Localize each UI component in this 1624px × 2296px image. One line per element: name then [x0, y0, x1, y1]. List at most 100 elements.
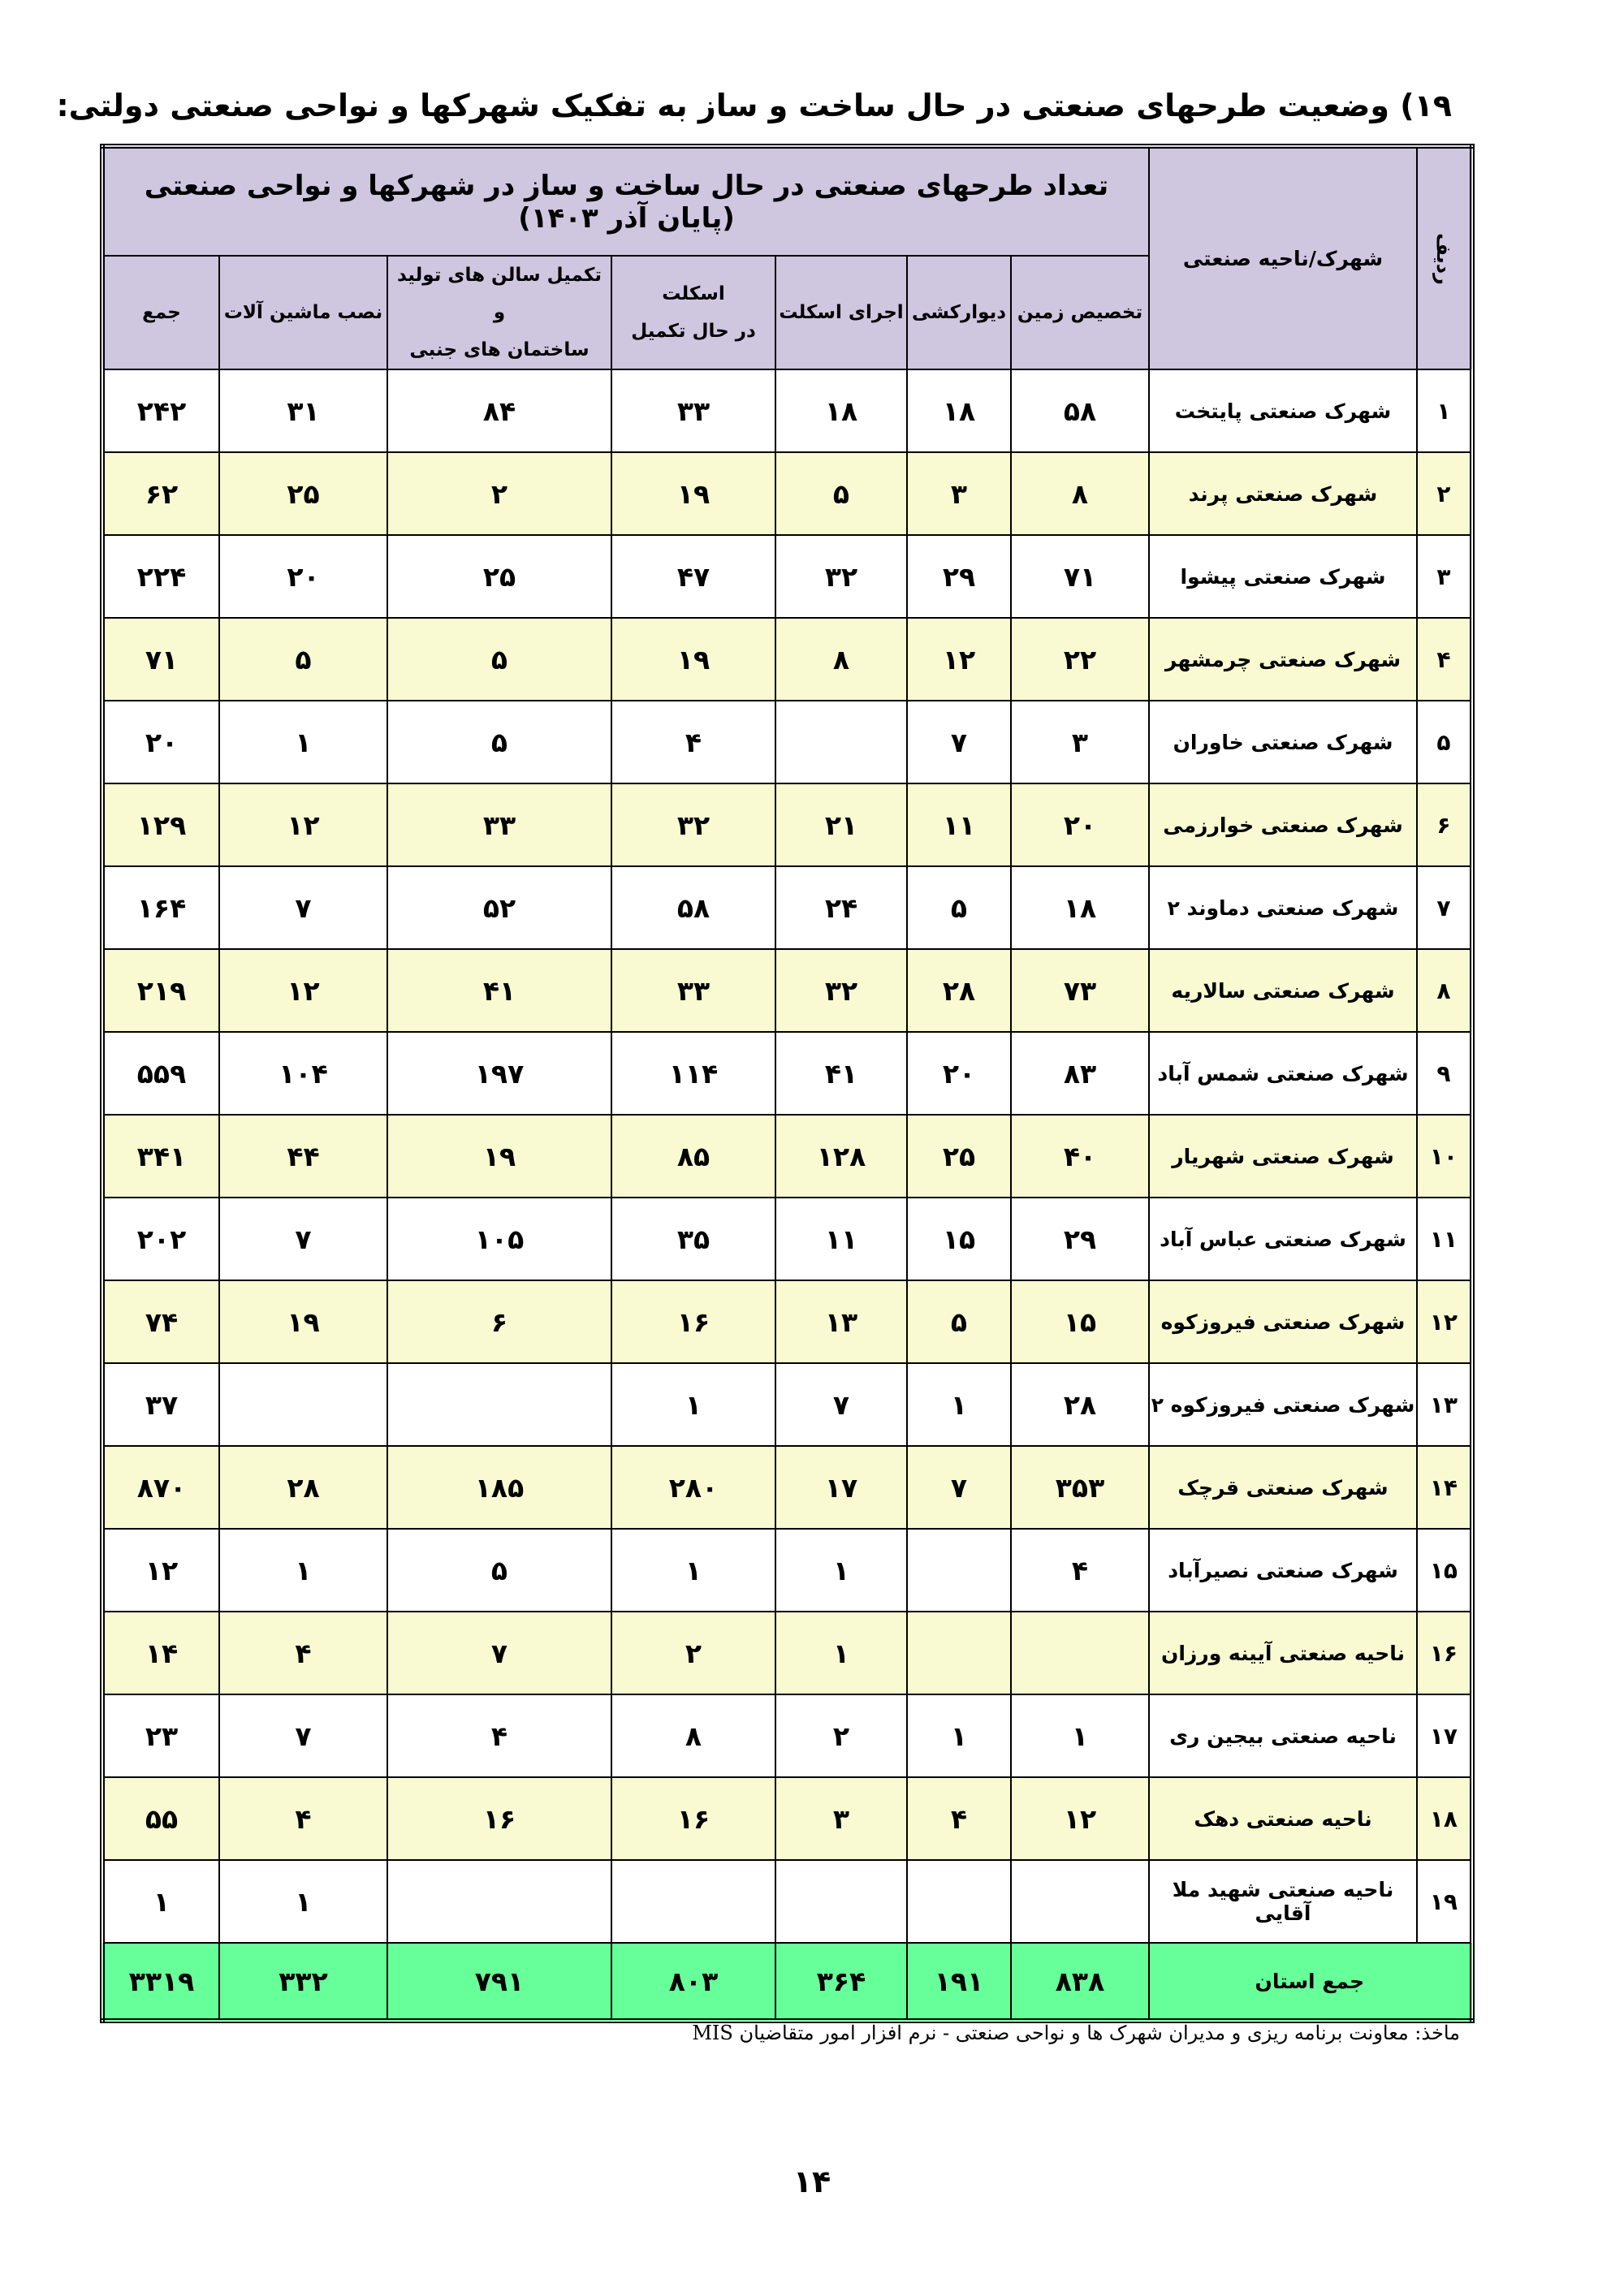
table-cell: ۲۵	[387, 534, 612, 619]
table-cell: ۵	[906, 1280, 1012, 1364]
table-cell: ۷	[218, 1694, 388, 1778]
table-cell: ۱	[1010, 1694, 1150, 1778]
table-cell: ۸	[1010, 451, 1150, 536]
row-number: ۲	[1416, 451, 1473, 536]
table-row: ۱۳ شهرک صنعتی فیروزکوه ۲ ۲۸ ۱ ۷ ۱ ۳۷	[102, 1362, 1473, 1447]
table-row: ۱۹ ناحیه صنعتی شهید ملا آقایی ۱ ۱	[102, 1859, 1473, 1944]
total-cell: ۳۳۲	[218, 1942, 388, 2022]
row-number: ۱۶	[1416, 1611, 1473, 1695]
column-header-line: اسکلت	[662, 283, 725, 304]
column-header-line: جمع	[142, 302, 181, 323]
table-cell: ۱۴	[102, 1611, 220, 1695]
table-cell: ۱	[611, 1362, 776, 1447]
table-cell: ۱	[611, 1528, 776, 1612]
table-cell	[218, 1362, 388, 1447]
row-number: ۱	[1416, 369, 1473, 453]
column-header: دیوارکشی	[906, 255, 1012, 370]
row-number: ۱۹	[1416, 1859, 1473, 1944]
table-cell: ۷	[387, 1611, 612, 1695]
table-cell: ۱۱	[775, 1197, 908, 1281]
page-number: ۱۴	[793, 2164, 831, 2199]
table-row: ۱۵ شهرک صنعتی نصیرآباد ۴ ۱ ۱ ۵ ۱ ۱۲	[102, 1528, 1473, 1612]
table-cell: ۵	[906, 865, 1012, 950]
table-row: ۲ شهرک صنعتی پرند ۸ ۳ ۵ ۱۹ ۲ ۲۵ ۶۲	[102, 451, 1473, 536]
table-cell: ۵۵	[102, 1776, 220, 1861]
total-label: جمع استان	[1148, 1942, 1473, 2022]
header-row: ردیف شهرک/ناحیه صنعتی تعداد طرحهای صنعتی د…	[102, 145, 1473, 370]
column-header-line: نصب ماشین آلات	[223, 302, 383, 323]
table-cell: ۴۱	[387, 948, 612, 1033]
row-label: شهرک صنعتی پرند	[1148, 451, 1418, 536]
table-header: ردیف شهرک/ناحیه صنعتی تعداد طرحهای صنعتی د…	[102, 145, 1473, 370]
table-cell: ۳۲	[775, 534, 908, 619]
table-cell: ۵۲	[387, 865, 612, 950]
table-cell	[611, 1859, 776, 1944]
row-label: ناحیه صنعتی بیجین ری	[1148, 1694, 1418, 1778]
row-label: ناحیه صنعتی شهید ملا آقایی	[1148, 1859, 1418, 1944]
table-cell: ۲۰	[906, 1031, 1012, 1116]
table-cell: ۱۹	[611, 617, 776, 701]
table-cell: ۵	[387, 700, 612, 784]
table-cell: ۵	[387, 1528, 612, 1612]
table-caption: تعداد طرحهای صنعتی در حال ساخت و ساز در …	[102, 145, 1150, 257]
row-label: شهرک صنعتی پیشوا	[1148, 534, 1418, 619]
row-number: ۱۷	[1416, 1694, 1473, 1778]
column-header-line: ساختمان های جنبی	[409, 339, 590, 360]
row-number: ۳	[1416, 534, 1473, 619]
table-cell: ۲۱۹	[102, 948, 220, 1033]
row-label: شهرک صنعتی نصیرآباد	[1148, 1528, 1418, 1612]
table-cell	[775, 1859, 908, 1944]
table-cell: ۷	[218, 1197, 388, 1281]
table-cell: ۱۸	[1010, 865, 1150, 950]
table-cell: ۱۸	[775, 369, 908, 453]
table-row: ۸ شهرک صنعتی سالاریه ۷۳ ۲۸ ۳۲ ۳۳ ۴۱ ۱۲ ۲۱۹	[102, 948, 1473, 1033]
table-cell: ۲۵	[218, 451, 388, 536]
table-cell: ۱۶	[611, 1280, 776, 1364]
table-row: ۱۴ شهرک صنعتی قرچک ۳۵۳ ۷ ۱۷ ۲۸۰ ۱۸۵ ۲۸ ۸۷۰	[102, 1445, 1473, 1530]
column-header: تکمیل سالن های تولید و ساختمان های جنبی	[387, 255, 612, 370]
row-number: ۴	[1416, 617, 1473, 701]
table-cell: ۳۱	[218, 369, 388, 453]
total-cell: ۷۹۱	[387, 1942, 612, 2022]
table-body: ۱ شهرک صنعتی پایتخت ۵۸ ۱۸ ۱۸ ۳۳ ۸۴ ۳۱ ۲۴۲ ۲ شهرک ص…	[102, 369, 1473, 2022]
table-cell: ۸	[775, 617, 908, 701]
total-cell: ۱۹۱	[906, 1942, 1012, 2022]
row-number: ۱۰	[1416, 1114, 1473, 1198]
column-header: نصب ماشین آلات	[218, 255, 388, 370]
column-header: ردیف	[1416, 145, 1473, 370]
table-cell: ۱۷	[775, 1445, 908, 1530]
table-cell: ۷	[906, 700, 1012, 784]
column-header-line: در حال تکمیل	[631, 321, 756, 342]
table-cell: ۷	[775, 1362, 908, 1447]
table-cell: ۳۵	[611, 1197, 776, 1281]
table-cell: ۱۸۵	[387, 1445, 612, 1530]
column-header-line: دیوارکشی	[911, 302, 1007, 323]
table-cell: ۳۳	[387, 783, 612, 867]
total-cell: ۳۳۱۹	[102, 1942, 220, 2022]
table-cell: ۳۲	[775, 948, 908, 1033]
table-cell	[906, 1528, 1012, 1612]
column-header: جمع	[102, 255, 220, 370]
table-cell: ۵۸	[1010, 369, 1150, 453]
table-cell: ۱۶	[387, 1776, 612, 1861]
row-label: شهرک صنعتی فیروزکوه	[1148, 1280, 1418, 1364]
row-label: ناحیه صنعتی آیینه ورزان	[1148, 1611, 1418, 1695]
table-cell: ۷	[218, 865, 388, 950]
table-cell: ۶۲	[102, 451, 220, 536]
table-cell: ۱	[218, 700, 388, 784]
table-row: ۱۱ شهرک صنعتی عباس آباد ۲۹ ۱۵ ۱۱ ۳۵ ۱۰۵ ۷ ۲۰۲	[102, 1197, 1473, 1281]
table-cell: ۲۰	[102, 700, 220, 784]
table-row: ۱۲ شهرک صنعتی فیروزکوه ۱۵ ۵ ۱۳ ۱۶ ۶ ۱۹ ۷۴	[102, 1280, 1473, 1364]
table-cell: ۱۲	[218, 948, 388, 1033]
table-cell	[1010, 1859, 1150, 1944]
table-cell: ۱	[102, 1859, 220, 1944]
row-label: شهرک صنعتی خوارزمی	[1148, 783, 1418, 867]
table-cell: ۵	[387, 617, 612, 701]
table-row: ۶ شهرک صنعتی خوارزمی ۲۰ ۱۱ ۲۱ ۳۲ ۳۳ ۱۲ ۱۲۹	[102, 783, 1473, 867]
column-header: اجرای اسکلت	[775, 255, 908, 370]
table-cell: ۱	[906, 1694, 1012, 1778]
table-cell: ۱۲۸	[775, 1114, 908, 1198]
column-header: تخصیص زمین	[1010, 255, 1150, 370]
column-header-line: ردیف	[1432, 232, 1455, 285]
table-cell: ۱۲۹	[102, 783, 220, 867]
